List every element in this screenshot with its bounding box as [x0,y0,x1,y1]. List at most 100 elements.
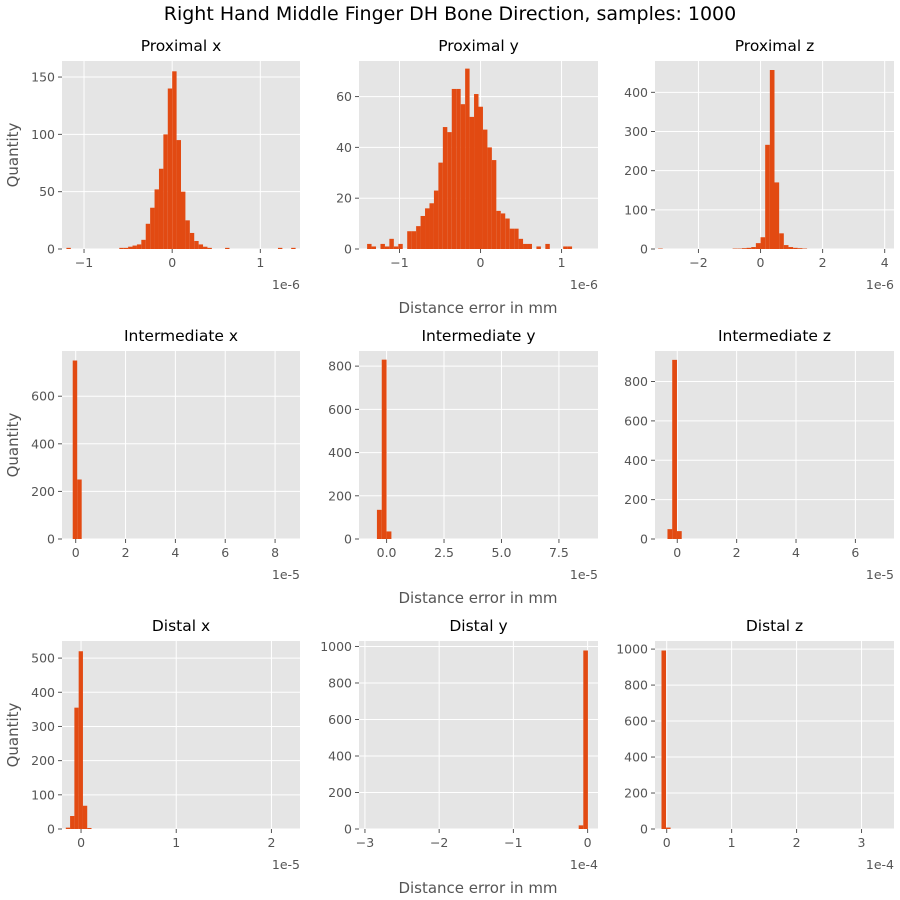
x-tick-label: −3 [356,835,374,850]
x-tick-label: 0.0 [377,545,397,560]
x-tick-label: −1 [75,255,93,270]
histogram-bar [407,231,412,249]
x-tick-label: −2 [689,255,707,270]
histogram-bar [451,88,457,249]
x-tick-label: 6 [221,545,229,560]
y-tick-label: 800 [624,374,648,389]
histogram-bars [578,650,588,829]
histogram-bar [514,228,519,249]
plot-area [655,641,894,829]
y-tick-label: 200 [328,488,352,503]
x-tick-label: 0 [72,545,80,560]
histogram-bar [482,129,488,249]
y-tick-label: 100 [31,787,55,802]
y-tick-label: 1000 [616,642,648,657]
y-tick-label: 150 [31,70,55,85]
histogram-bar [765,144,770,249]
x-offset-label: 1e-6 [570,277,598,292]
histogram-bar [774,182,780,249]
histogram-bar [398,243,403,249]
subplot-title: Distal z [746,617,803,635]
subplot-title: Distal y [449,617,507,635]
x-tick-label: 1 [558,255,566,270]
histogram-bar [460,104,466,250]
histogram-bar [429,203,434,249]
x-tick-label: 7.5 [549,545,569,560]
x-tick-label: 2 [733,545,741,560]
histogram-bar [172,71,177,249]
y-tick-label: 800 [328,675,352,690]
x-tick-label: 0 [673,545,681,560]
plot-area [359,351,598,539]
x-tick-label: 4 [171,545,179,560]
x-tick-label: −1 [390,255,408,270]
histogram-bar [189,232,195,249]
y-tick-label: 800 [328,359,352,374]
histogram-bar [661,650,667,829]
subplot-distal-x: 0 1 2 0 100 200 300 400 500 1e-5 Distal x Quantity [4,617,300,872]
x-offset-label: 1e-4 [570,857,598,872]
histogram-bar [797,248,803,249]
histogram-bar [523,243,528,249]
y-tick-label: 400 [328,748,352,763]
histogram-bar [82,805,88,829]
x-tick-label: 2.5 [434,545,454,560]
y-tick-label: 0 [47,532,55,547]
y-tick-label: 200 [624,163,648,178]
histogram-bar [393,246,399,249]
plot-area [62,351,300,539]
y-tick-label: 200 [31,484,55,499]
x-offset-label: 1e-5 [570,567,598,582]
histogram-bars [667,359,682,539]
x-tick-label: 5.0 [492,545,512,560]
y-tick-label: 200 [328,785,352,800]
y-tick-label: 60 [336,89,352,104]
subplot-distal-z: 0 1 2 3 0 200 400 600 800 1000 1e-4 Distal z [616,617,894,872]
histogram-bar [136,244,142,249]
y-tick-label: 400 [624,453,648,468]
histogram-bar [491,160,497,249]
y-tick-label: 0 [47,242,55,257]
x-tick-label: 2 [122,545,130,560]
y-tick-label: 1000 [320,639,352,654]
y-tick-label: 100 [624,202,648,217]
y-tick-label: 300 [31,719,55,734]
subplot-title: Intermediate x [124,327,238,345]
x-tick-label: 0 [168,255,176,270]
histogram-bars [66,71,296,249]
histogram-bar [376,509,382,539]
y-tick-label: 400 [624,85,648,100]
x-tick-label: 2 [819,255,827,270]
histogram-bar [389,238,394,249]
histogram-bar [433,190,439,249]
histogram-bar [207,247,212,249]
histogram-bar [176,140,181,249]
figure-title: Right Hand Middle Finger DH Bone Directi… [164,3,737,25]
subplot-title: Intermediate y [421,327,535,345]
histogram-bar [583,650,588,829]
histogram-bar [509,228,515,249]
histogram-bar [70,816,75,829]
histogram-bar [371,246,377,249]
histogram-bar [578,825,584,829]
histogram-bar [181,191,186,249]
histogram-bar [198,244,204,249]
histogram-bar [545,243,550,249]
y-tick-label: 200 [624,786,648,801]
x-axis-label: Distance error in mm [398,879,557,897]
x-tick-label: 0 [584,835,592,850]
y-tick-label: 400 [624,750,648,765]
y-tick-label: 100 [31,127,55,142]
x-tick-label: 0 [477,255,485,270]
histogram-bar [386,531,392,539]
subplot-distal-y: −3 −2 −1 0 0 200 400 600 800 1000 1e-4 Distal y Dist… [320,617,598,897]
histogram-bar [420,215,426,249]
y-tick-label: 0 [47,822,55,837]
histogram-bar [381,359,387,539]
histogram-bar [672,359,677,539]
y-tick-label: 0 [640,242,648,257]
histogram-bar [760,237,766,249]
histogram-bar [500,213,506,249]
